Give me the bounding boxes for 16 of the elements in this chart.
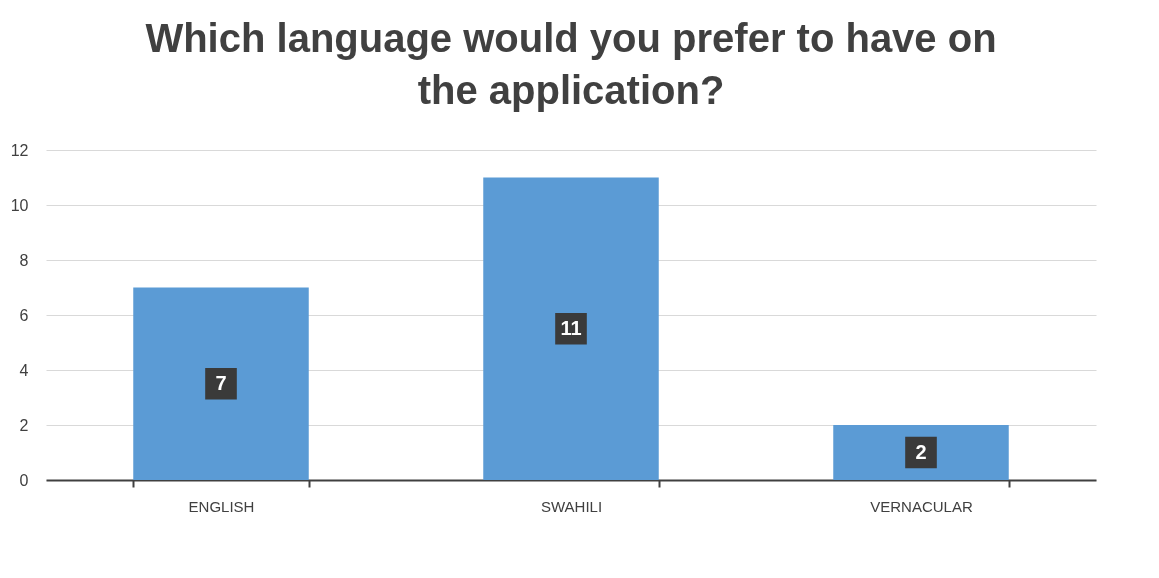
x-tick-label: ENGLISH bbox=[188, 497, 255, 515]
bar bbox=[483, 177, 659, 480]
bar bbox=[133, 287, 309, 480]
y-tick-label: 10 bbox=[10, 196, 29, 214]
x-tick-label: SWAHILI bbox=[540, 497, 603, 515]
chart-title: Which language would you prefer to have on the application? bbox=[145, 16, 997, 112]
y-tick-label: 2 bbox=[19, 416, 29, 434]
y-tick-label: 6 bbox=[19, 306, 29, 324]
y-tick-label: 4 bbox=[19, 361, 29, 379]
data-label: 7 bbox=[215, 371, 227, 394]
x-tick-label: VERNACULAR bbox=[870, 497, 973, 515]
y-tick-label: 12 bbox=[10, 141, 29, 159]
data-label: 2 bbox=[915, 440, 927, 463]
y-tick-label: 8 bbox=[19, 251, 29, 269]
data-label: 11 bbox=[560, 316, 582, 339]
y-tick-label: 0 bbox=[19, 471, 29, 489]
